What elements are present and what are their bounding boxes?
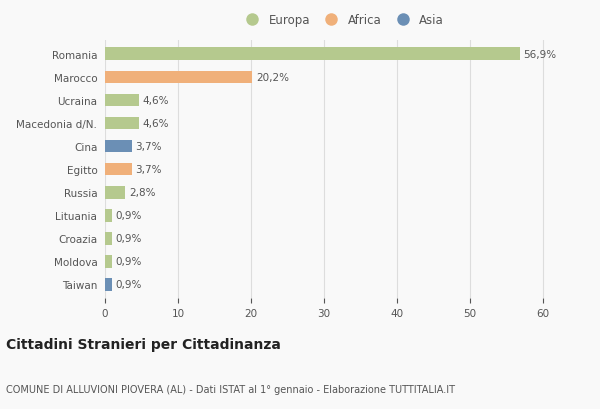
Bar [105, 94, 139, 107]
Text: 0,9%: 0,9% [115, 280, 142, 290]
Bar [105, 256, 112, 268]
Bar [105, 209, 112, 222]
Text: 0,9%: 0,9% [115, 211, 142, 221]
Text: 4,6%: 4,6% [142, 119, 169, 129]
Bar [105, 48, 520, 61]
Text: 2,8%: 2,8% [129, 188, 155, 198]
Text: 3,7%: 3,7% [136, 165, 162, 175]
Text: COMUNE DI ALLUVIONI PIOVERA (AL) - Dati ISTAT al 1° gennaio - Elaborazione TUTTI: COMUNE DI ALLUVIONI PIOVERA (AL) - Dati … [6, 384, 455, 394]
Text: 20,2%: 20,2% [256, 73, 289, 83]
Bar [105, 164, 132, 176]
Text: 3,7%: 3,7% [136, 142, 162, 152]
Bar [105, 187, 125, 199]
Bar [105, 117, 139, 130]
Legend: Europa, Africa, Asia: Europa, Africa, Asia [236, 11, 448, 31]
Bar [105, 279, 112, 291]
Text: 4,6%: 4,6% [142, 96, 169, 106]
Text: Cittadini Stranieri per Cittadinanza: Cittadini Stranieri per Cittadinanza [6, 337, 281, 351]
Text: 0,9%: 0,9% [115, 257, 142, 267]
Bar [105, 72, 253, 84]
Bar [105, 140, 132, 153]
Text: 56,9%: 56,9% [524, 50, 557, 60]
Text: 0,9%: 0,9% [115, 234, 142, 244]
Bar [105, 232, 112, 245]
